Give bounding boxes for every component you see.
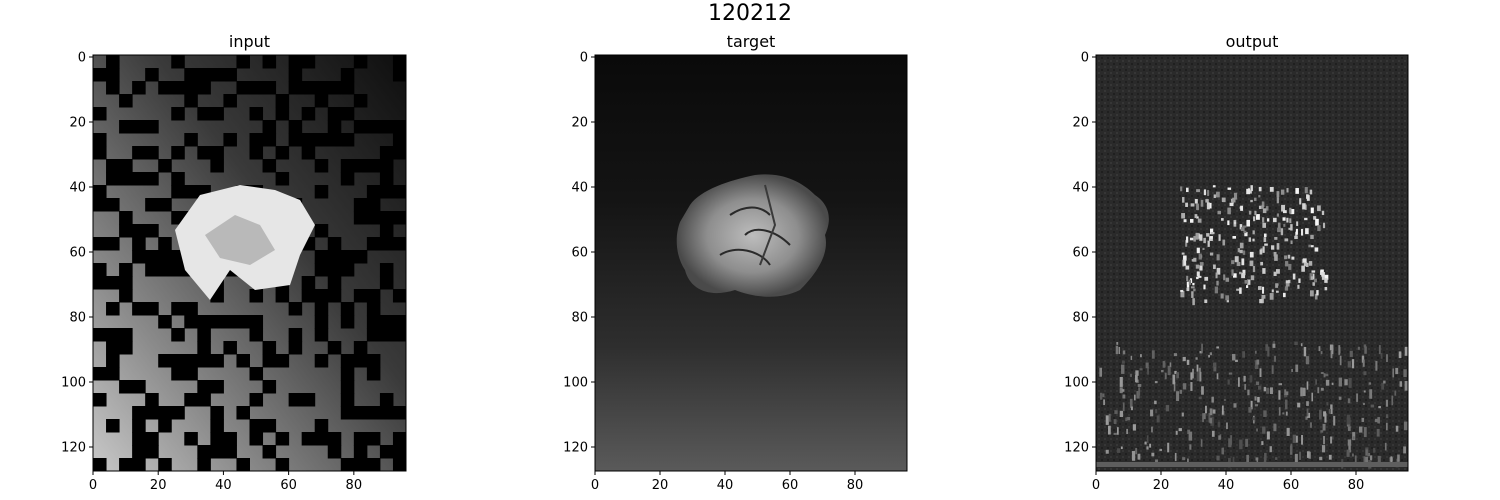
x-tick-label: 20 — [150, 478, 167, 493]
y-tick-label: 20 — [69, 116, 86, 131]
x-tick-label: 80 — [1348, 478, 1365, 493]
y-tick-label: 100 — [563, 376, 588, 391]
y-tick-label: 40 — [69, 181, 86, 196]
x-tick-label: 80 — [847, 478, 864, 493]
panel-title: output — [1226, 32, 1279, 51]
x-tick-label: 0 — [591, 478, 599, 493]
panel-output: output 0 20 40 60 80 0 20 40 60 80 100 120 — [1064, 32, 1409, 494]
y-tick-label: 60 — [1072, 246, 1089, 261]
y-tick-label: 120 — [563, 441, 588, 456]
y-tick-label: 0 — [78, 51, 86, 66]
image-input — [93, 55, 406, 471]
x-tick-label: 80 — [346, 478, 363, 493]
y-tick-label: 60 — [69, 246, 86, 261]
figure-title: 120212 — [708, 1, 792, 26]
x-tick-label: 40 — [717, 478, 734, 493]
y-tick-label: 60 — [571, 246, 588, 261]
y-tick-label: 0 — [1081, 51, 1089, 66]
axes-output: 0 20 40 60 80 0 20 40 60 80 100 120 — [1064, 51, 1364, 494]
x-tick-label: 0 — [1092, 478, 1100, 493]
x-tick-label: 0 — [89, 478, 97, 493]
y-tick-label: 80 — [571, 311, 588, 326]
x-tick-label: 60 — [280, 478, 297, 493]
panel-title: target — [727, 32, 776, 51]
axes-target: 0 20 40 60 80 0 20 40 60 80 100 120 — [563, 51, 863, 494]
axes-input: 0 20 40 60 80 0 20 40 60 80 100 120 — [61, 51, 362, 494]
y-tick-label: 80 — [69, 311, 86, 326]
x-tick-label: 60 — [1283, 478, 1300, 493]
panel-title: input — [229, 32, 270, 51]
panel-input: input 0 20 40 60 80 0 20 40 60 80 100 120 — [61, 32, 407, 494]
y-tick-label: 40 — [1072, 181, 1089, 196]
y-tick-label: 120 — [1064, 441, 1089, 456]
y-tick-label: 100 — [61, 376, 86, 391]
y-tick-label: 20 — [1072, 116, 1089, 131]
x-tick-label: 20 — [1153, 478, 1170, 493]
x-tick-label: 20 — [652, 478, 669, 493]
y-tick-label: 20 — [571, 116, 588, 131]
y-tick-label: 80 — [1072, 311, 1089, 326]
image-target — [595, 55, 907, 471]
y-tick-label: 0 — [580, 51, 588, 66]
x-tick-label: 40 — [1218, 478, 1235, 493]
y-tick-label: 40 — [571, 181, 588, 196]
x-tick-label: 60 — [782, 478, 799, 493]
y-tick-label: 100 — [1064, 376, 1089, 391]
y-tick-label: 120 — [61, 441, 86, 456]
panel-target: target 0 20 40 60 80 0 20 40 60 80 100 120 — [563, 32, 908, 494]
image-output — [1096, 55, 1408, 471]
x-tick-label: 40 — [215, 478, 232, 493]
